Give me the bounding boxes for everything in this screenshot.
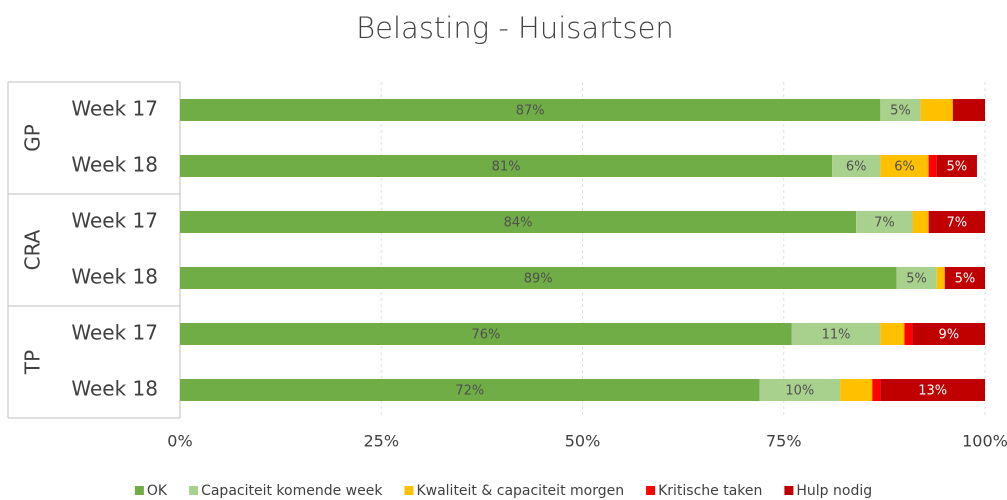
- legend-swatch: [404, 486, 414, 495]
- bar-segment: [912, 323, 985, 345]
- data-label: 5%: [955, 272, 976, 287]
- bar-segment: [180, 99, 881, 121]
- data-label: 6%: [894, 160, 915, 175]
- x-tick-label: 25%: [363, 432, 399, 451]
- bar-segment: [904, 323, 913, 345]
- data-label: 9%: [938, 328, 959, 343]
- category-label: Week 18: [71, 265, 158, 289]
- data-label: 7%: [947, 216, 968, 231]
- legend-label: Capaciteit komende week: [201, 483, 383, 499]
- data-label: 7%: [874, 216, 895, 231]
- bar-segment: [840, 379, 873, 401]
- bar-segment: [872, 379, 881, 401]
- bar-segment: [936, 155, 977, 177]
- bar-segment: [180, 323, 792, 345]
- group-label: GP: [21, 124, 45, 152]
- bar-segment: [856, 211, 913, 233]
- category-label: Week 18: [71, 153, 158, 177]
- bar-segment: [180, 379, 760, 401]
- legend-swatch: [134, 486, 144, 495]
- bar-segment: [920, 99, 953, 121]
- category-label: Week 18: [71, 377, 158, 401]
- data-label: 10%: [785, 384, 814, 399]
- chart-title: Belasting - Huisartsen: [356, 11, 674, 45]
- legend-label: Kwaliteit & capaciteit morgen: [416, 483, 624, 499]
- data-label: 84%: [504, 216, 533, 231]
- legend-swatch: [189, 486, 199, 495]
- bar-segment: [832, 155, 881, 177]
- bar-segment: [759, 379, 841, 401]
- legend-swatch: [784, 486, 794, 495]
- bar-segment: [180, 211, 857, 233]
- bar-segment: [928, 155, 937, 177]
- data-label: 72%: [455, 384, 484, 399]
- bar-segment: [896, 267, 937, 289]
- group-label: CRA: [21, 229, 45, 270]
- x-tick-label: 75%: [766, 432, 802, 451]
- bar-segment: [912, 211, 929, 233]
- category-label: Week 17: [71, 321, 158, 345]
- data-label: 5%: [890, 104, 911, 119]
- group-label: TP: [21, 350, 45, 375]
- legend-swatch: [646, 486, 656, 495]
- bar-segment: [944, 267, 985, 289]
- bar-segment: [936, 267, 945, 289]
- x-tick-label: 50%: [565, 432, 601, 451]
- data-label: 81%: [492, 160, 521, 175]
- bar-segment: [880, 323, 905, 345]
- data-label: 13%: [918, 384, 947, 399]
- data-label: 5%: [906, 272, 927, 287]
- data-label: 5%: [947, 160, 968, 175]
- bar-segment: [952, 99, 985, 121]
- bar-segment: [880, 99, 921, 121]
- data-label: 87%: [516, 104, 545, 119]
- data-label: 11%: [822, 328, 851, 343]
- legend-label: Kritische taken: [658, 483, 762, 499]
- category-label: Week 17: [71, 97, 158, 121]
- x-tick-label: 0%: [167, 432, 192, 451]
- legend-label: Hulp nodig: [796, 483, 872, 499]
- x-tick-label: 100%: [962, 432, 1007, 451]
- bar-segment: [180, 267, 897, 289]
- bar-segment: [180, 155, 833, 177]
- bar-segment: [880, 155, 929, 177]
- bar-segment: [928, 211, 985, 233]
- bar-segment: [791, 323, 881, 345]
- bar-segment: [880, 379, 985, 401]
- category-label: Week 17: [71, 209, 158, 233]
- data-label: 76%: [471, 328, 500, 343]
- data-label: 6%: [846, 160, 867, 175]
- legend-label: OK: [147, 483, 168, 499]
- data-label: 89%: [524, 272, 553, 287]
